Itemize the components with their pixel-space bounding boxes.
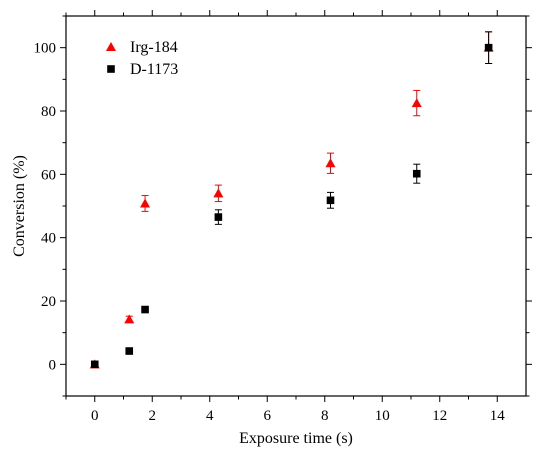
legend-marker (107, 65, 115, 73)
data-point (411, 98, 422, 108)
y-axis-label: Conversion (%) (11, 155, 28, 257)
data-point (214, 213, 223, 221)
x-tick-label: 6 (264, 408, 272, 424)
y-tick-label: 100 (34, 41, 57, 57)
data-point (140, 198, 151, 208)
legend-label: Irg-184 (130, 39, 178, 56)
data-point (484, 43, 493, 52)
legend-label: D-1173 (130, 61, 178, 78)
data-point (124, 314, 135, 324)
y-tick-label: 80 (41, 104, 56, 120)
data-point (141, 305, 149, 314)
x-tick-label: 4 (206, 408, 214, 424)
data-point (90, 360, 99, 369)
x-tick-label: 10 (375, 408, 390, 424)
y-tick-label: 20 (41, 294, 56, 310)
y-tick-label: 60 (41, 167, 56, 183)
data-point (125, 347, 134, 355)
x-tick-label: 8 (321, 408, 329, 424)
y-tick-label: 0 (49, 357, 57, 373)
x-axis-label: Exposure time (s) (239, 430, 353, 447)
x-tick-label: 14 (490, 408, 506, 424)
data-point (213, 188, 224, 198)
data-point (326, 196, 335, 205)
data-point (412, 169, 421, 178)
x-tick-label: 2 (149, 408, 157, 424)
x-tick-label: 0 (91, 408, 99, 424)
series-d-1173 (90, 31, 493, 369)
data-point (325, 158, 336, 168)
legend-marker (106, 42, 116, 51)
x-tick-label: 12 (432, 408, 447, 424)
y-tick-label: 40 (41, 231, 56, 247)
